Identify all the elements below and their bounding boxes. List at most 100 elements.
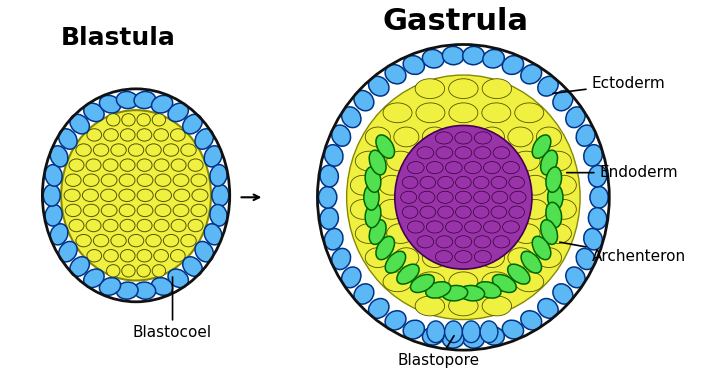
Ellipse shape [521,311,542,330]
Ellipse shape [122,265,135,277]
Ellipse shape [455,191,472,203]
Ellipse shape [426,282,450,298]
Ellipse shape [522,175,548,195]
Ellipse shape [416,272,445,292]
Ellipse shape [107,265,120,277]
Ellipse shape [59,129,77,149]
Ellipse shape [590,187,608,208]
Ellipse shape [383,103,412,123]
Ellipse shape [170,250,185,262]
Ellipse shape [513,224,540,243]
Ellipse shape [64,189,80,201]
Ellipse shape [155,174,171,186]
Ellipse shape [451,248,476,267]
Ellipse shape [509,206,525,218]
Ellipse shape [513,151,540,171]
Ellipse shape [546,202,561,228]
Ellipse shape [129,234,144,247]
Ellipse shape [103,219,118,232]
Ellipse shape [70,257,89,276]
Ellipse shape [493,200,519,219]
Ellipse shape [415,79,445,99]
Ellipse shape [455,236,472,248]
Ellipse shape [443,46,464,65]
Ellipse shape [541,220,558,244]
Ellipse shape [476,282,501,298]
Ellipse shape [191,174,207,186]
Ellipse shape [83,174,99,186]
Ellipse shape [464,161,481,174]
Ellipse shape [204,224,222,245]
Ellipse shape [415,296,445,316]
Ellipse shape [120,129,135,141]
Ellipse shape [146,234,161,247]
Ellipse shape [365,167,381,192]
Ellipse shape [351,200,375,219]
Ellipse shape [407,161,424,174]
Ellipse shape [551,175,576,195]
Ellipse shape [462,321,480,343]
Ellipse shape [86,219,101,232]
Ellipse shape [154,219,169,232]
Ellipse shape [566,107,585,128]
Ellipse shape [70,114,89,134]
Ellipse shape [407,221,424,233]
Ellipse shape [156,189,172,201]
Ellipse shape [341,107,361,128]
Ellipse shape [83,103,104,122]
Ellipse shape [137,174,153,186]
Ellipse shape [120,219,135,232]
Ellipse shape [483,326,504,345]
Ellipse shape [188,219,203,232]
Ellipse shape [484,161,501,174]
Ellipse shape [104,129,118,141]
Ellipse shape [181,234,197,247]
Ellipse shape [191,204,207,217]
Ellipse shape [418,224,446,243]
Ellipse shape [483,49,504,68]
Ellipse shape [163,234,179,247]
Ellipse shape [422,248,448,267]
Ellipse shape [422,326,444,345]
Ellipse shape [436,236,452,248]
Ellipse shape [411,275,434,292]
Ellipse shape [503,161,520,174]
Ellipse shape [551,200,576,219]
Ellipse shape [173,204,189,217]
Ellipse shape [182,257,202,276]
Ellipse shape [473,176,489,188]
Ellipse shape [100,278,121,295]
Ellipse shape [419,191,435,203]
Ellipse shape [76,144,91,156]
Ellipse shape [544,151,571,171]
Ellipse shape [171,219,186,232]
Ellipse shape [122,114,135,126]
Ellipse shape [474,236,491,248]
Ellipse shape [153,129,168,141]
Text: Ectoderm: Ectoderm [553,76,665,93]
Ellipse shape [385,311,406,330]
Ellipse shape [195,242,214,262]
Ellipse shape [493,147,510,159]
Ellipse shape [491,176,507,188]
Ellipse shape [107,114,120,126]
Ellipse shape [341,267,361,288]
Ellipse shape [212,184,229,206]
Ellipse shape [508,248,533,267]
Ellipse shape [104,250,118,262]
Ellipse shape [117,92,138,109]
Ellipse shape [119,204,135,217]
Text: Gastrula: Gastrula [382,7,529,36]
Ellipse shape [482,296,512,316]
Ellipse shape [473,206,489,218]
Ellipse shape [117,282,138,299]
Ellipse shape [83,269,104,288]
Ellipse shape [438,176,453,188]
Ellipse shape [449,272,478,292]
Ellipse shape [422,127,448,147]
Ellipse shape [553,91,573,111]
Ellipse shape [65,174,81,186]
Ellipse shape [188,159,203,171]
Ellipse shape [61,110,211,280]
Ellipse shape [445,221,462,233]
